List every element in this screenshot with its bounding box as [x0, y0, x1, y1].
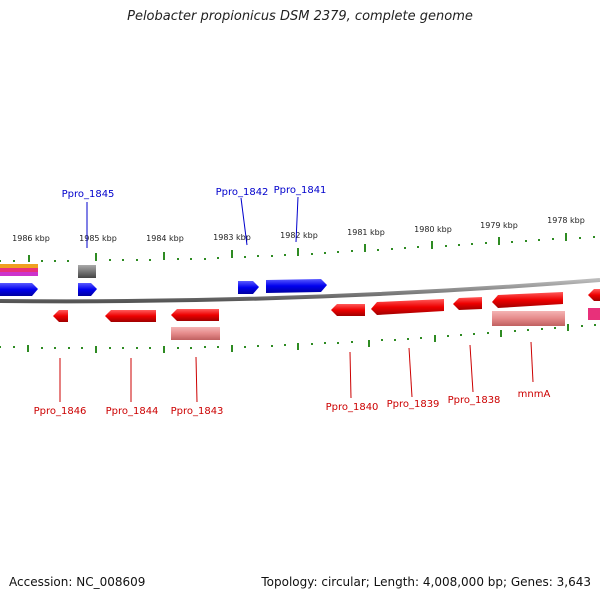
scale-label-1981: 1981 kbp — [347, 228, 385, 237]
scale-label-1985: 1985 kbp — [79, 234, 117, 243]
callout-line — [240, 197, 248, 246]
outer-tick-row — [0, 233, 595, 262]
reverse-gene-ppro-1840[interactable] — [331, 304, 365, 316]
scale-label-1979: 1979 kbp — [480, 221, 518, 230]
genome-backbone — [0, 278, 600, 304]
gene-label-ppro-1845[interactable]: Ppro_1845 — [62, 189, 115, 200]
reverse-gene-ppro-1844[interactable] — [105, 310, 156, 322]
map-title: Pelobacter propionicus DSM 2379, complet… — [127, 9, 473, 24]
rna-bar — [0, 264, 38, 268]
gene-label-ppro-1844[interactable]: Ppro_1844 — [106, 406, 159, 417]
gene-label-ppro-1846[interactable]: Ppro_1846 — [34, 406, 87, 417]
gene-label-ppro-1841[interactable]: Ppro_1841 — [274, 185, 327, 196]
reverse-callouts — [59, 341, 534, 403]
scale-label-1983: 1983 kbp — [213, 233, 251, 242]
scale-label-1984: 1984 kbp — [146, 234, 184, 243]
gene-label-mnma[interactable]: mnmA — [518, 389, 551, 400]
reverse-gene-mnma[interactable] — [492, 292, 563, 308]
forward-gene-ppro-1841[interactable] — [266, 279, 327, 293]
rna-bar — [0, 272, 38, 276]
gene-label-ppro-1838[interactable]: Ppro_1838 — [448, 395, 501, 406]
gene-label-ppro-1843[interactable]: Ppro_1843 — [171, 406, 224, 417]
grey-feature — [78, 265, 96, 278]
forward-callouts — [86, 196, 299, 248]
rna-bar — [0, 268, 38, 272]
scale-label-1978: 1978 kbp — [547, 216, 585, 225]
reverse-gene-ppro-1838[interactable] — [453, 297, 482, 310]
forward-gene[interactable] — [0, 283, 38, 296]
gene-label-ppro-1842[interactable]: Ppro_1842 — [216, 187, 269, 198]
reverse-gene-ppro-1843[interactable] — [171, 309, 219, 321]
gene-label-ppro-1839[interactable]: Ppro_1839 — [387, 399, 440, 410]
callout-line — [408, 347, 413, 398]
rna-pale-feature — [492, 311, 565, 326]
forward-gene-ppro-1845[interactable] — [78, 283, 97, 296]
rna-pale-feature — [171, 327, 220, 340]
rna-bar — [588, 308, 600, 320]
accession-text: Accession: NC_008609 — [9, 575, 146, 589]
callout-line — [349, 351, 352, 399]
scale-label-1986: 1986 kbp — [12, 234, 50, 243]
reverse-gene-ppro-1846[interactable] — [53, 310, 68, 322]
callout-line — [469, 344, 474, 393]
reverse-gene[interactable] — [588, 289, 600, 301]
callout-line — [295, 196, 299, 243]
inner-tick-row — [0, 324, 596, 353]
rna-feature-stack — [0, 264, 38, 276]
gene-label-ppro-1840[interactable]: Ppro_1840 — [326, 402, 379, 413]
forward-gene-ppro-1842[interactable] — [238, 281, 259, 294]
scale-label-1982: 1982 kbp — [280, 231, 318, 240]
scale-label-1980: 1980 kbp — [414, 225, 452, 234]
reverse-gene-ppro-1839[interactable] — [371, 299, 444, 315]
genome-summary-text: Topology: circular; Length: 4,008,000 bp… — [261, 575, 591, 589]
callout-line — [530, 341, 534, 383]
callout-line — [195, 356, 198, 403]
